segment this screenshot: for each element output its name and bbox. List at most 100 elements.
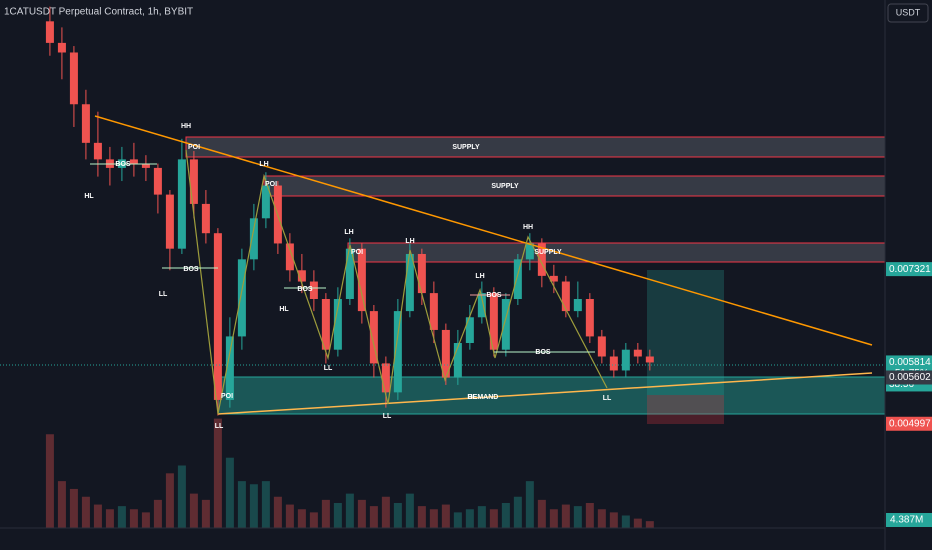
currency-button[interactable] (887, 3, 929, 23)
volume-bar (297, 509, 306, 528)
volume-bar (237, 481, 246, 528)
volume-bar (225, 457, 234, 528)
candle-body (309, 281, 318, 300)
annotation: HL (467, 394, 477, 401)
candle-body (177, 159, 186, 249)
annotation: LL (603, 395, 612, 402)
annotation: HL (84, 193, 94, 200)
volume-bar (537, 499, 546, 528)
annotation: HH (523, 224, 533, 231)
price-tag-label: 0.004997 (889, 418, 931, 429)
price-tag-label: 0.005814 (889, 357, 931, 368)
candle-body (429, 293, 438, 330)
trend-line (94, 115, 873, 346)
annotation: LH (344, 229, 353, 236)
price-tag (886, 370, 932, 385)
price-tag (886, 262, 932, 277)
candle-body (249, 218, 258, 260)
price-tag-label: 38:56 (889, 379, 914, 390)
volume-bar (165, 473, 174, 528)
volume-bar (393, 503, 402, 528)
annotation: LH (259, 161, 268, 168)
annotation: LL (215, 423, 224, 430)
volume-bar (57, 481, 66, 528)
candle-body (129, 159, 138, 164)
candle-body (189, 159, 198, 204)
volume-bar (45, 434, 54, 528)
volume-bar (561, 504, 570, 528)
annotation: LL (324, 365, 333, 372)
annotation: BOS (535, 349, 551, 356)
volume-bar (189, 493, 198, 528)
demand-zone (217, 376, 886, 415)
candle-body (645, 356, 654, 363)
volume-bar (213, 418, 222, 528)
candle-body (393, 311, 402, 393)
volume-bar (321, 499, 330, 528)
volume-bar (357, 499, 366, 528)
annotations: HH POI BOS HL LH POI BOS LL BOS HL LH POI LH LL LL LH BO… (84, 123, 612, 430)
volume-bar (117, 506, 126, 528)
volume-bar (429, 509, 438, 528)
volume-tag-label: 4.387M (890, 515, 923, 526)
price-axis: 0.0073210.005814−51.75%38:560.0056020.00… (886, 262, 932, 527)
volume-tag (886, 513, 932, 527)
supply-zone (347, 242, 886, 263)
candle-body (81, 104, 90, 143)
candle-body (537, 243, 546, 276)
volume-bar (105, 509, 114, 528)
candle-body (549, 275, 558, 282)
candle-body (609, 356, 618, 371)
volume-bar (249, 484, 258, 528)
candle-body (237, 259, 246, 337)
candle-body (321, 299, 330, 350)
volume-bar (417, 506, 426, 528)
candle-body (621, 349, 630, 371)
annotation: SUPPLY (534, 249, 562, 256)
annotation: SUPPLY (452, 144, 480, 151)
candle-body (165, 194, 174, 249)
annotation: BOS (297, 286, 313, 293)
candle-body (345, 248, 354, 300)
candle-body (477, 293, 486, 318)
candle-body (453, 343, 462, 378)
volume-bar (585, 503, 594, 528)
candle-body (261, 185, 270, 219)
volume-bar (333, 503, 342, 528)
volume-bar (273, 496, 282, 528)
annotation: DEMAND (468, 394, 499, 401)
position-stop (647, 395, 724, 424)
volume-bar (153, 499, 162, 528)
candle-body (633, 349, 642, 357)
volume-bar (201, 499, 210, 528)
candle-body (489, 293, 498, 350)
volume-bar (573, 506, 582, 528)
candle-body (141, 163, 150, 168)
candle-body (417, 253, 426, 294)
annotation: LL (383, 413, 392, 420)
annotation: HL (279, 306, 289, 313)
volume-bar (309, 512, 318, 528)
volume-bar (513, 496, 522, 528)
candle-body (573, 299, 582, 312)
volume-bar (621, 515, 630, 528)
annotation: POI (265, 181, 277, 188)
volume-bar (549, 509, 558, 528)
annotation: BOS (115, 161, 131, 168)
candles (45, 6, 654, 416)
annotation: HH (181, 123, 191, 130)
volume-bar (489, 509, 498, 528)
candle-body (369, 311, 378, 364)
candle-body (357, 248, 366, 312)
candle-body (585, 299, 594, 337)
volume-bar (405, 493, 414, 528)
volume-bar (609, 512, 618, 528)
candle-body (213, 233, 222, 400)
volume-bar (597, 509, 606, 528)
position-target (647, 270, 724, 395)
volume-bar (381, 496, 390, 528)
candle-body (45, 21, 54, 43)
candle-body (513, 259, 522, 300)
volume-bar (633, 518, 642, 528)
